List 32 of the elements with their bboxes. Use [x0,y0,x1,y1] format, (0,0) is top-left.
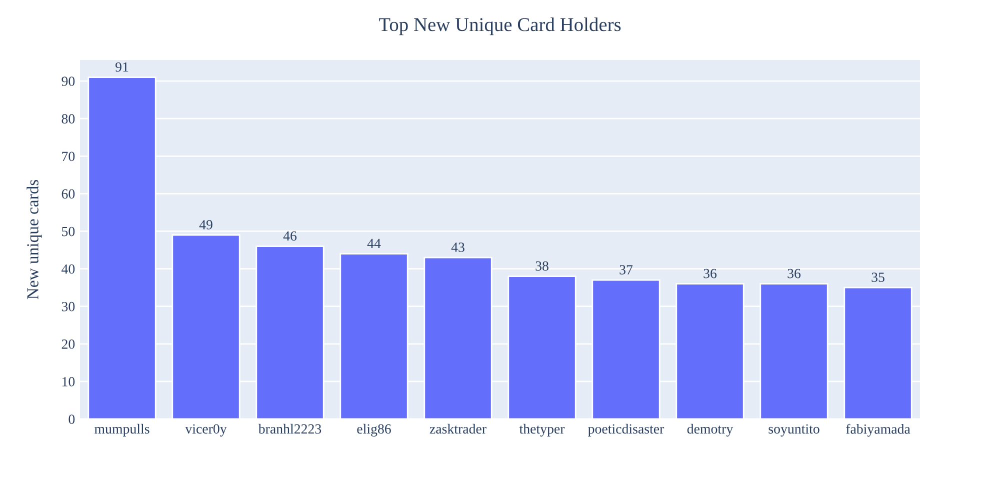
data-label: 37 [620,265,633,274]
x-tick-label: mumpulls [94,424,150,436]
data-label: 35 [872,272,884,282]
x-tick-label: thetyper [519,424,565,436]
chart-title: Top New Unique Card Holders [378,18,621,36]
y-tick-label: 70 [62,152,75,162]
y-tick-label: 0 [68,414,75,424]
y-tick-label: 40 [62,264,75,274]
data-label: 46 [283,231,297,241]
x-tick-label: demotry [687,424,734,436]
y-tick-label: 30 [62,302,75,312]
data-label: 36 [788,268,801,278]
y-axis-title: New unique cards [26,180,42,300]
x-tick-label: poeticdisaster [588,424,664,436]
data-label: 49 [199,220,212,230]
data-label: 38 [536,261,548,271]
x-tick-label: vicer0y [185,424,227,436]
y-tick-label: 80 [62,114,75,124]
data-label: 36 [704,268,717,278]
y-tick-label: 10 [62,377,75,386]
data-label: 44 [367,238,381,248]
y-tick-label: 90 [62,76,75,86]
x-tick-label: soyuntito [768,424,820,436]
x-tick-label: branhl2223 [258,424,322,434]
y-tick-label: 60 [62,189,75,199]
x-tick-label: zasktrader [430,424,486,434]
data-label: 91 [116,62,128,72]
y-tick-label: 20 [62,339,75,349]
x-tick-label: elig86 [357,424,391,436]
y-tick-label: 50 [62,226,75,236]
data-label: 43 [451,242,464,252]
x-tick-label: fabiyamada [846,424,910,437]
